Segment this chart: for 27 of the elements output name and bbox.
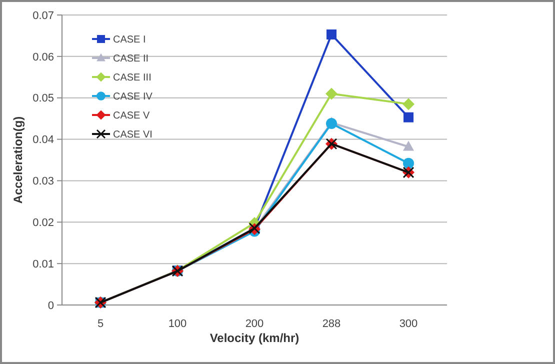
x-tick-label: 200 (245, 318, 264, 330)
y-tick-label: 0.01 (32, 258, 54, 270)
x-axis-title: Velocity (km/hr) (210, 331, 300, 345)
y-tick-label: 0.02 (32, 216, 54, 229)
legend-label: CASE I (113, 34, 146, 46)
y-tick-label: 0.03 (32, 176, 54, 188)
legend-label: CASE VI (113, 130, 152, 140)
y-tick-label: 0.04 (32, 134, 54, 146)
legend-label: CASE II (113, 54, 149, 64)
legend-label: CASE V (113, 110, 150, 122)
point (326, 88, 338, 100)
legend-label: CASE IV (113, 92, 153, 102)
point (402, 98, 414, 110)
x-tick-label: 288 (322, 318, 341, 330)
x-tick-label: 5 (97, 318, 104, 330)
y-tick-label: 0.06 (32, 51, 54, 64)
legend-label: CASE III (113, 72, 152, 84)
point (326, 118, 337, 130)
x-tick-label: 100 (168, 318, 187, 330)
x-tick-label: 300 (399, 318, 418, 330)
y-tick-label: 0.07 (32, 10, 54, 22)
y-tick-label: 0.05 (32, 92, 54, 105)
point (403, 158, 414, 169)
y-axis-title: Acceleration(g) (11, 116, 25, 204)
y-tick-label: 0 (48, 300, 54, 312)
point (326, 29, 336, 40)
point (404, 112, 414, 122)
